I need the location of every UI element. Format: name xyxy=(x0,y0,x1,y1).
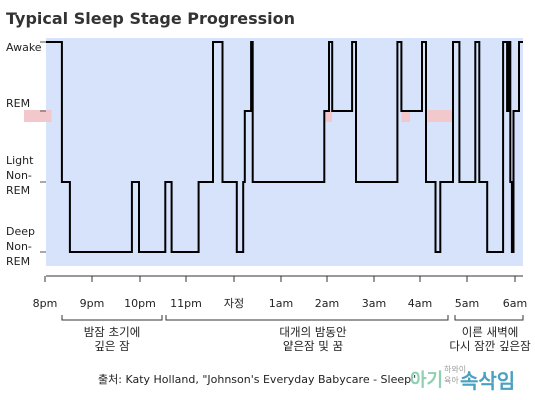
x-tick-label: 2am xyxy=(315,297,339,310)
x-tick-label: 6am xyxy=(503,297,527,310)
rem-highlight xyxy=(401,110,411,122)
x-tick-label: 8pm xyxy=(33,297,58,310)
segment-bracket xyxy=(165,315,449,321)
y-level-label: Awake xyxy=(6,41,42,54)
x-tick-label: 5am xyxy=(455,297,479,310)
segment-label: 이른 새벽에 다시 잠깐 깊은잠 xyxy=(449,325,531,353)
rem-highlight xyxy=(427,110,454,122)
y-level-label: Deep Non-REM xyxy=(6,225,35,268)
watermark-big: 속삭임 xyxy=(460,369,515,393)
x-tick-label: 10pm xyxy=(124,297,156,310)
y-level-label: Light Non-REM xyxy=(6,154,34,197)
x-tick-label: 11pm xyxy=(170,297,202,310)
sleep-stage-line xyxy=(46,41,523,253)
x-tick-label: 1am xyxy=(269,297,293,310)
segment-label: 대개의 밤동안 얕은잠 및 꿈 xyxy=(279,325,347,353)
watermark-logo: 아기 하와이 육아 속삭임 xyxy=(410,364,515,393)
segment-bracket xyxy=(61,315,163,321)
x-tick-label: 9pm xyxy=(80,297,105,310)
x-tick-label: 자정 xyxy=(224,297,244,310)
chart-title: Typical Sleep Stage Progression xyxy=(6,9,295,28)
plot-background xyxy=(46,38,523,266)
watermark-small-bottom: 육아 xyxy=(444,375,459,385)
y-level-label: REM xyxy=(6,97,30,110)
segment-label: 밤잠 초기에 깊은 잠 xyxy=(84,325,141,353)
rem-highlight xyxy=(24,110,52,122)
watermark-prefix: 아기 xyxy=(410,370,443,391)
rem-highlight xyxy=(324,110,333,122)
x-tick-label: 4am xyxy=(408,297,432,310)
segment-bracket xyxy=(454,315,524,321)
source-note: 출처: Katy Holland, "Johnson's Everyday Ba… xyxy=(98,373,416,386)
watermark-small-top: 하와이 xyxy=(444,364,466,374)
x-tick-label: 3am xyxy=(362,297,386,310)
